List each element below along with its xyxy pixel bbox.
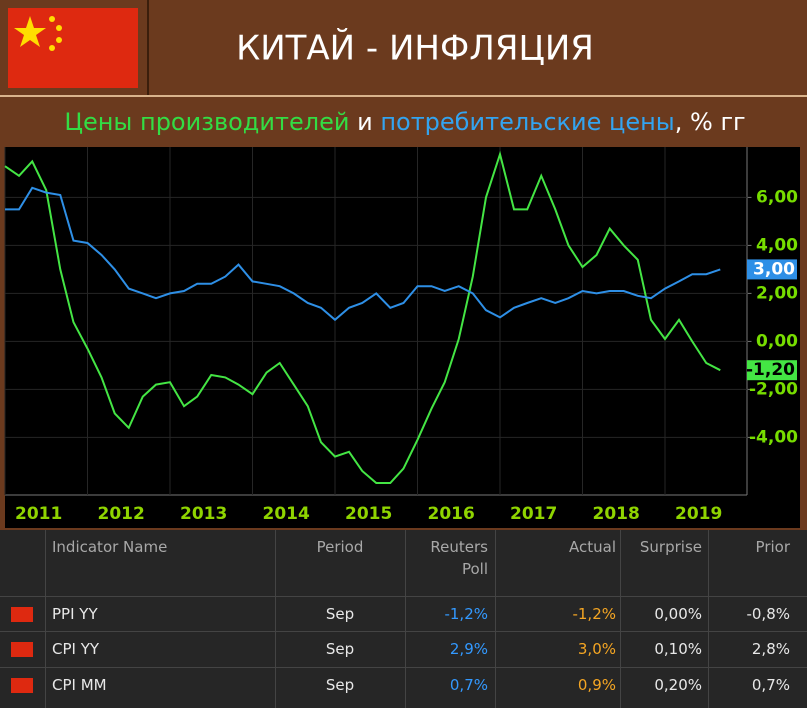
y-tick-label: -2,00 [749,379,798,399]
column-header: Reuters Poll [430,538,488,578]
x-tick-label: 2014 [263,504,310,524]
flag-icon [11,642,33,657]
table-cell: 0,20% [654,676,702,694]
end-label: 3,00 [753,259,795,279]
table-cell: CPI YY [52,640,100,658]
table-cell: CPI MM [52,676,107,694]
series-line [4,150,721,484]
col-divider [45,530,46,708]
x-tick-label: 2011 [15,504,62,524]
table: Indicator Name Period Reuters Poll Actual Su… [0,530,807,708]
col-divider [708,530,709,708]
end-label-box [747,259,797,280]
y-tick-label: 2,00 [756,283,798,303]
row-divider [0,667,807,668]
plot-area [5,147,800,528]
subtitle-part: , % гг [675,108,746,136]
table-cell: 2,8% [751,640,790,658]
table-cell: -1,2% [572,605,616,623]
table-cell: 3,0% [577,640,616,658]
subtitle-part: и [357,108,373,136]
end-label-box [747,360,797,381]
legend-entry: потребительские цены [380,108,674,136]
x-tick-label: 2017 [510,504,557,524]
y-tick-label: 4,00 [756,235,798,255]
x-tick-label: 2018 [593,504,640,524]
table-cell: -1,2% [444,605,488,623]
row-divider [0,596,807,597]
table-cell: 0,7% [751,676,790,694]
col-divider [495,530,496,708]
series-line [5,186,721,322]
table-cell: Sep [325,676,355,694]
column-header: Surprise [639,538,702,556]
y-tick-label: -4,00 [749,427,798,447]
column-header: Period [316,538,364,556]
y-tick-label: 6,00 [756,187,798,207]
y-tick-label: 0,00 [756,331,798,351]
x-tick-label: 2016 [428,504,475,524]
table-cell: 0,7% [449,676,488,694]
column-header: Indicator Name [52,538,168,556]
table-cell: Sep [325,640,355,658]
end-label: -1,20 [746,360,795,380]
flag-icon [11,678,33,693]
flag [8,8,138,88]
row-divider [0,631,807,632]
x-tick-label: 2012 [98,504,145,524]
table-cell: 0,00% [654,605,702,623]
col-divider [275,530,276,708]
table-cell: 0,9% [577,676,616,694]
chart: КИТАЙ - ИНФЛЯЦИЯ Цены производителей и п… [0,0,807,530]
title: КИТАЙ - ИНФЛЯЦИЯ [236,28,594,69]
table-cell: Sep [325,605,355,623]
table-cell: PPI YY [52,605,98,623]
legend-entry: Цены производителей [64,108,349,136]
table-cell: 2,9% [449,640,488,658]
subtitle: Цены производителей и потребительские це… [64,108,745,136]
table-cell: 0,10% [654,640,702,658]
x-tick-label: 2015 [345,504,392,524]
x-tick-label: 2013 [180,504,227,524]
x-tick-label: 2019 [675,504,722,524]
flag-icon [11,607,33,622]
column-header: Actual [569,538,616,556]
column-header: Prior [755,538,790,556]
table-cell: -0,8% [746,605,790,623]
col-divider [405,530,406,708]
col-divider [620,530,621,708]
